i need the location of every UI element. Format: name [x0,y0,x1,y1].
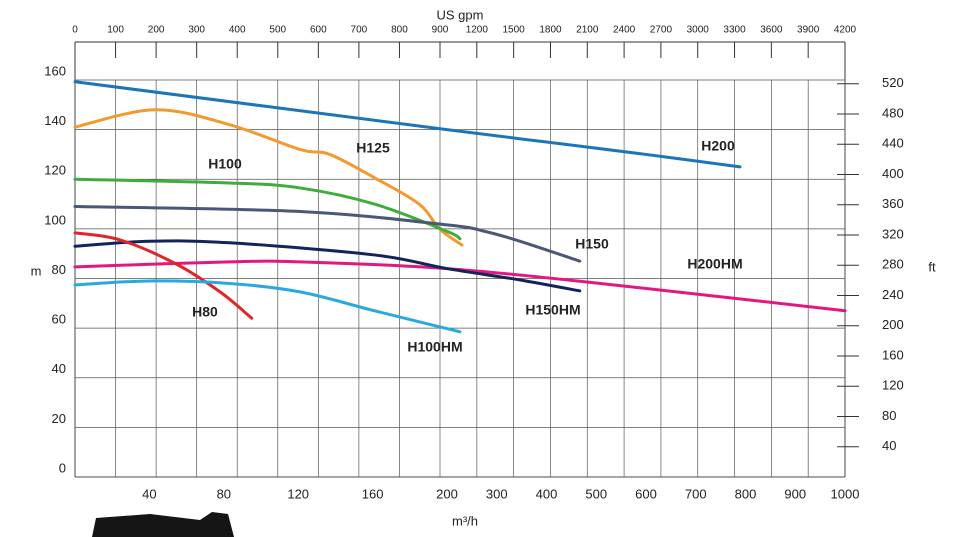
y-axis-title: m [31,263,42,278]
y2-tick-label: 160 [882,347,904,362]
x-tick-label: 1000 [831,486,860,501]
x-tick-label: 800 [735,486,757,501]
x-axis-title: m³/h [452,513,478,528]
y2-axis-title: ft [928,259,936,274]
curve [73,108,464,247]
x-tick-label: 700 [685,486,707,501]
curve [73,205,582,263]
y-tick-label: 140 [44,113,66,128]
x2-tick-label: 1800 [539,25,562,36]
y-tick-label: 160 [44,63,66,78]
x2-tick-label: 200 [148,25,165,36]
x2-tick-label: 900 [432,25,449,36]
x2-tick-label: 500 [269,25,286,36]
x2-tick-label: 1500 [503,25,526,36]
y2-tick-label: 80 [882,408,896,423]
x-tick-label: 80 [217,486,231,501]
y2-tick-label: 520 [882,75,904,90]
x2-tick-label: 2100 [576,25,599,36]
product-photo [92,512,234,537]
x2-tick-label: 600 [310,25,327,36]
x2-tick-label: 3300 [723,25,746,36]
x2-axis-title: US gpm [437,7,484,22]
curve [73,80,742,169]
curve [73,259,847,313]
curve [73,177,462,241]
x2-tick-label: 4200 [834,25,857,36]
x2-tick-label: 2700 [650,25,673,36]
x2-tick-label: 1200 [466,25,489,36]
y-tick-label: 40 [52,361,66,376]
x2-tick-label: 800 [391,25,408,36]
top-axis: 0 100 200 300 400 500 600 700 800 900 1200 1500 1800… [72,25,856,36]
x2-tick-label: 700 [351,25,368,36]
y-tick-label: 60 [52,312,66,327]
curve [73,279,462,334]
y-tick-label: 120 [44,163,66,178]
x-tick-label: 900 [784,486,806,501]
x-tick-label: 400 [536,486,558,501]
x2-tick-label: 3600 [760,25,783,36]
x-tick-label: 160 [362,486,384,501]
y2-tick-label: 400 [882,166,904,181]
x-tick-label: 300 [486,486,508,501]
x-tick-label: 40 [142,486,156,501]
y2-tick-label: 200 [882,317,904,332]
x2-tick-label: 400 [229,25,246,36]
curve-label: H80 [192,304,218,320]
x-tick-label: 200 [436,486,458,501]
curve [73,231,254,320]
x-tick-label: 500 [585,486,607,501]
y-tick-label: 100 [44,212,66,227]
x-tick-label: 120 [287,486,309,501]
y-tick-label: 80 [52,262,66,277]
y2-tick-label: 480 [882,105,904,120]
x2-tick-label: 3000 [687,25,710,36]
curve-label: H200 [701,138,735,154]
y2-tick-label: 40 [882,438,896,453]
curve-label: H200HM [687,256,742,272]
curve-label: H100 [208,156,242,172]
y-tick-label: 0 [59,460,66,475]
y2-tick-label: 280 [882,257,904,272]
x2-tick-label: 0 [72,25,78,36]
y2-tick-label: 440 [882,136,904,151]
curve [73,239,582,293]
x2-tick-label: 3900 [797,25,820,36]
curve-label: H150HM [525,302,580,318]
y2-tick-label: 240 [882,287,904,302]
y2-tick-label: 320 [882,226,904,241]
curve-label: H150 [575,236,609,252]
x2-tick-label: 100 [107,25,124,36]
x-tick-label: 600 [635,486,657,501]
y2-tick-label: 120 [882,378,904,393]
x2-tick-label: 2400 [613,25,636,36]
y-tick-label: 20 [52,411,66,426]
curve-label: H100HM [407,339,462,355]
curve-label: H125 [356,140,390,156]
x2-tick-label: 300 [188,25,205,36]
y2-tick-label: 360 [882,196,904,211]
